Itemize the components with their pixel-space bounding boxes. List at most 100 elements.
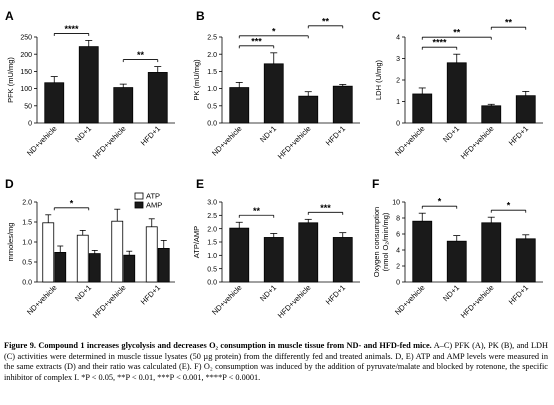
x-category-label: ND+vehicle bbox=[25, 124, 59, 158]
bar bbox=[229, 227, 250, 283]
y-tick-label: 200 bbox=[20, 52, 32, 59]
significance-label: **** bbox=[432, 38, 447, 48]
y-tick-label: 3 bbox=[396, 56, 400, 63]
x-category-label: ND+1 bbox=[441, 124, 461, 144]
bar bbox=[298, 95, 319, 124]
y-tick-label: 2.0 bbox=[207, 52, 217, 59]
y-tick-label: 0.5 bbox=[22, 260, 32, 267]
significance-label: **** bbox=[64, 24, 79, 34]
bar-atp bbox=[145, 226, 158, 283]
x-category-label: HFD+vehicle bbox=[91, 283, 128, 320]
caption-label: Figure 9. bbox=[4, 341, 36, 350]
bar bbox=[78, 46, 99, 124]
y-tick-label: 1.5 bbox=[207, 240, 217, 247]
significance-label: * bbox=[438, 197, 442, 207]
y-tick-label: 2 bbox=[396, 78, 400, 85]
bar-atp bbox=[42, 222, 55, 283]
legend-swatch-atp bbox=[134, 192, 144, 200]
y-axis-label: PFK (mU/mg) bbox=[6, 57, 15, 103]
legend-label-atp: ATP bbox=[146, 192, 160, 201]
y-tick-label: 0 bbox=[28, 121, 32, 128]
x-category-label: HFD+vehicle bbox=[276, 283, 313, 320]
panel-letter: A bbox=[5, 9, 14, 23]
x-category-label: HFD+1 bbox=[139, 124, 162, 147]
significance-label: ** bbox=[253, 206, 261, 216]
panel-letter: C bbox=[372, 9, 381, 23]
x-category-label: ND+1 bbox=[258, 283, 278, 303]
bar bbox=[113, 87, 134, 124]
significance-label: *** bbox=[251, 36, 262, 46]
x-category-label: HFD+vehicle bbox=[91, 124, 128, 161]
y-tick-label: 1.5 bbox=[207, 69, 217, 76]
y-tick-label: 250 bbox=[20, 35, 32, 42]
bar bbox=[515, 238, 536, 283]
y-tick-label: 2.0 bbox=[207, 226, 217, 233]
figure-caption: Figure 9. Compound 1 increases glycolysi… bbox=[4, 341, 548, 383]
bar bbox=[332, 237, 353, 283]
y-tick-label: 1 bbox=[396, 99, 400, 106]
y-tick-label: 3.0 bbox=[207, 200, 217, 207]
x-category-label: ND+vehicle bbox=[210, 124, 244, 158]
bar bbox=[263, 63, 284, 124]
x-category-label: ND+vehicle bbox=[393, 283, 427, 317]
x-category-label: HFD+1 bbox=[324, 124, 347, 147]
y-tick-label: 0 bbox=[396, 121, 400, 128]
x-category-label: HFD+1 bbox=[324, 283, 347, 306]
bar bbox=[481, 222, 502, 283]
x-category-label: HFD+vehicle bbox=[276, 124, 313, 161]
significance-label: ** bbox=[453, 28, 461, 38]
panel-letter: E bbox=[196, 177, 204, 191]
y-tick-label: 10 bbox=[392, 200, 400, 207]
y-tick-label: 4 bbox=[396, 248, 400, 255]
x-category-label: ND+1 bbox=[441, 283, 461, 303]
significance-label: *** bbox=[320, 203, 331, 213]
caption-body: A–C) PFK (A), PK (B), and LDH (C) activi… bbox=[4, 341, 549, 382]
y-tick-label: 0.5 bbox=[207, 266, 217, 273]
y-tick-label: 0.0 bbox=[207, 121, 217, 128]
bar bbox=[44, 82, 65, 124]
bar bbox=[229, 87, 250, 124]
y-axis-label: LDH (U/mg) bbox=[374, 60, 383, 101]
x-category-label: ND+1 bbox=[258, 124, 278, 144]
y-tick-label: 150 bbox=[20, 69, 32, 76]
bar bbox=[412, 93, 433, 124]
x-category-label: ND+vehicle bbox=[210, 283, 244, 317]
y-tick-label: 1.0 bbox=[207, 253, 217, 260]
significance-label: * bbox=[507, 201, 511, 211]
y-tick-label: 2.5 bbox=[207, 35, 217, 42]
bar-amp bbox=[88, 253, 101, 283]
panel-letter: B bbox=[196, 9, 205, 23]
bar-atp bbox=[76, 234, 89, 283]
caption-title: Compound 1 increases glycolysis and decr… bbox=[38, 341, 432, 350]
y-tick-label: 1.5 bbox=[22, 220, 32, 227]
y-tick-label: 1.0 bbox=[207, 86, 217, 93]
y-tick-label: 0.0 bbox=[207, 280, 217, 287]
significance-label: * bbox=[70, 198, 74, 208]
bar-amp bbox=[157, 247, 170, 283]
y-tick-label: 1.0 bbox=[22, 240, 32, 247]
y-axis-label-line1: Oxygen consumption bbox=[372, 207, 381, 277]
y-tick-label: 0.0 bbox=[22, 280, 32, 287]
legend-swatch-amp bbox=[134, 201, 144, 209]
significance-label: ** bbox=[137, 50, 145, 60]
y-tick-label: 100 bbox=[20, 86, 32, 93]
bar bbox=[446, 62, 467, 124]
significance-label: * bbox=[272, 26, 276, 36]
x-category-label: HFD+1 bbox=[139, 283, 162, 306]
y-tick-label: 2.5 bbox=[207, 213, 217, 220]
y-tick-label: 6 bbox=[396, 232, 400, 239]
y-tick-label: 2 bbox=[396, 264, 400, 271]
x-category-label: HFD+vehicle bbox=[459, 283, 496, 320]
y-tick-label: 4 bbox=[396, 35, 400, 42]
x-category-label: HFD+1 bbox=[507, 124, 530, 147]
bar bbox=[515, 95, 536, 124]
y-tick-label: 0.5 bbox=[207, 103, 217, 110]
y-axis-label: PK (mU/mg) bbox=[192, 59, 201, 101]
x-category-label: HFD+vehicle bbox=[459, 124, 496, 161]
y-tick-label: 50 bbox=[24, 103, 32, 110]
y-axis-label: ATP/AMP bbox=[192, 226, 201, 258]
x-category-label: ND+1 bbox=[73, 283, 93, 303]
significance-label: ** bbox=[505, 18, 513, 28]
x-category-label: ND+vehicle bbox=[25, 283, 59, 317]
